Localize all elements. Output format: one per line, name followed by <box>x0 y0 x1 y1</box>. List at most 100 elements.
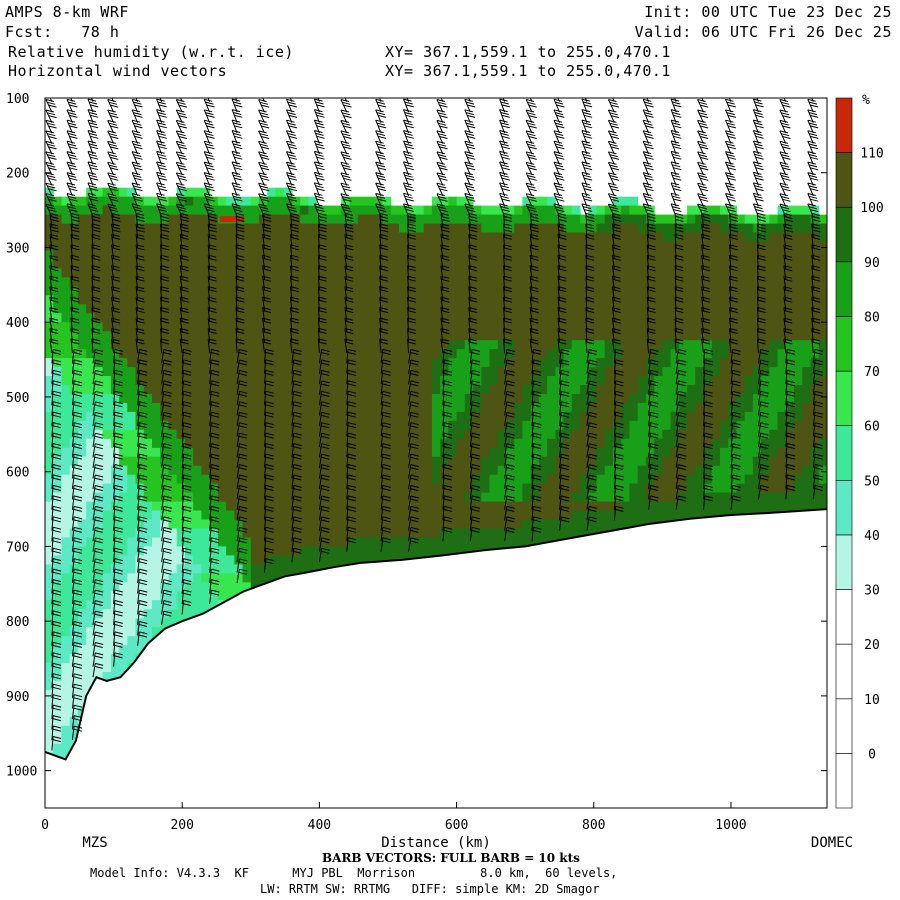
wind-barb <box>442 369 453 385</box>
rh-cell <box>777 474 787 485</box>
rh-cell <box>456 241 466 252</box>
rh-cell <box>275 322 285 332</box>
rh-cell <box>613 411 622 422</box>
wind-barb <box>504 422 515 437</box>
rh-cell <box>794 286 803 296</box>
rh-cell <box>538 205 548 216</box>
rh-cell <box>588 438 598 449</box>
rh-cell <box>168 555 178 565</box>
rh-cell <box>135 322 145 332</box>
wind-barb <box>290 233 299 249</box>
rh-cell <box>802 322 812 332</box>
rh-cell <box>283 286 293 296</box>
rh-cell <box>86 313 95 323</box>
wind-barb <box>137 537 148 552</box>
wind-barb <box>258 109 270 123</box>
rh-cell <box>275 501 285 512</box>
rh-cell <box>45 331 54 341</box>
rh-cell <box>86 618 95 628</box>
rh-cell <box>94 519 104 530</box>
rh-cell <box>514 501 523 512</box>
rh-cell <box>217 340 227 350</box>
rh-cell <box>242 483 252 494</box>
rh-cell <box>357 268 367 278</box>
rh-cell <box>259 394 268 404</box>
rh-cell <box>547 223 556 234</box>
wind-barb <box>557 212 567 228</box>
rh-cell <box>448 313 458 323</box>
wind-barb <box>468 328 478 343</box>
wind-barb <box>49 254 59 270</box>
rh-cell <box>752 438 762 449</box>
wind-barb <box>179 286 189 301</box>
rh-cell <box>736 456 746 467</box>
rh-cell <box>769 250 779 261</box>
rh-cell <box>127 510 137 521</box>
rh-cell <box>259 456 268 467</box>
rh-cell <box>678 232 688 243</box>
rh-cell <box>431 313 441 323</box>
rh-cell <box>250 546 260 556</box>
rh-cell <box>193 187 202 198</box>
rh-cell <box>193 600 202 610</box>
cross-section-xy-2: XY= 367.1,559.1 to 255.0,470.1 <box>385 62 671 80</box>
rh-cell <box>201 420 211 431</box>
rh-cell <box>160 331 169 341</box>
wind-barb <box>346 369 357 385</box>
rh-cell <box>728 295 737 305</box>
rh-cell <box>45 438 54 449</box>
rh-cell <box>110 259 120 269</box>
rh-cell <box>695 214 705 225</box>
rh-cell <box>423 537 433 548</box>
rh-cell <box>407 429 416 440</box>
rh-cell <box>514 394 523 404</box>
rh-cell <box>580 277 589 287</box>
rh-cell <box>415 367 425 377</box>
rh-cell <box>522 447 532 458</box>
rh-cell <box>308 429 318 440</box>
wind-barb <box>340 182 352 197</box>
rh-cell <box>102 528 112 539</box>
rh-cell <box>497 474 507 485</box>
rh-cell <box>275 214 285 225</box>
rh-cell <box>333 232 342 243</box>
rh-cell <box>720 313 729 323</box>
rh-cell <box>547 456 556 467</box>
rh-cell <box>431 519 441 530</box>
rh-cell <box>300 232 309 243</box>
rh-cell <box>308 420 318 431</box>
rh-cell <box>497 304 507 314</box>
wind-barb <box>291 380 302 395</box>
rh-cell <box>538 438 548 449</box>
rh-cell <box>357 259 367 269</box>
rh-cell <box>374 295 384 305</box>
rh-cell <box>720 304 729 314</box>
rh-cell <box>77 411 87 422</box>
wind-barb <box>51 600 62 615</box>
rh-cell <box>654 241 663 252</box>
wind-barb <box>156 161 167 176</box>
rh-cell <box>357 456 367 467</box>
rh-cell <box>94 205 104 216</box>
rh-cell <box>596 259 606 269</box>
rh-cell <box>308 196 318 207</box>
rh-cell <box>110 349 120 359</box>
rh-cell <box>160 232 169 243</box>
rh-cell <box>514 322 523 332</box>
rh-cell <box>547 313 556 323</box>
rh-cell <box>160 465 169 476</box>
wind-barb <box>286 182 298 197</box>
rh-cell <box>431 537 441 548</box>
rh-cell <box>77 367 87 377</box>
rh-cell <box>135 456 145 467</box>
rh-cell <box>530 214 540 225</box>
rh-cell <box>308 394 318 404</box>
rh-cell <box>506 331 515 341</box>
rh-cell <box>497 268 507 278</box>
rh-cell <box>308 223 318 234</box>
wind-barb <box>380 390 391 406</box>
rh-cell <box>357 286 367 296</box>
rh-cell <box>242 501 252 512</box>
rh-cell <box>399 474 408 485</box>
rh-cell <box>547 492 556 503</box>
